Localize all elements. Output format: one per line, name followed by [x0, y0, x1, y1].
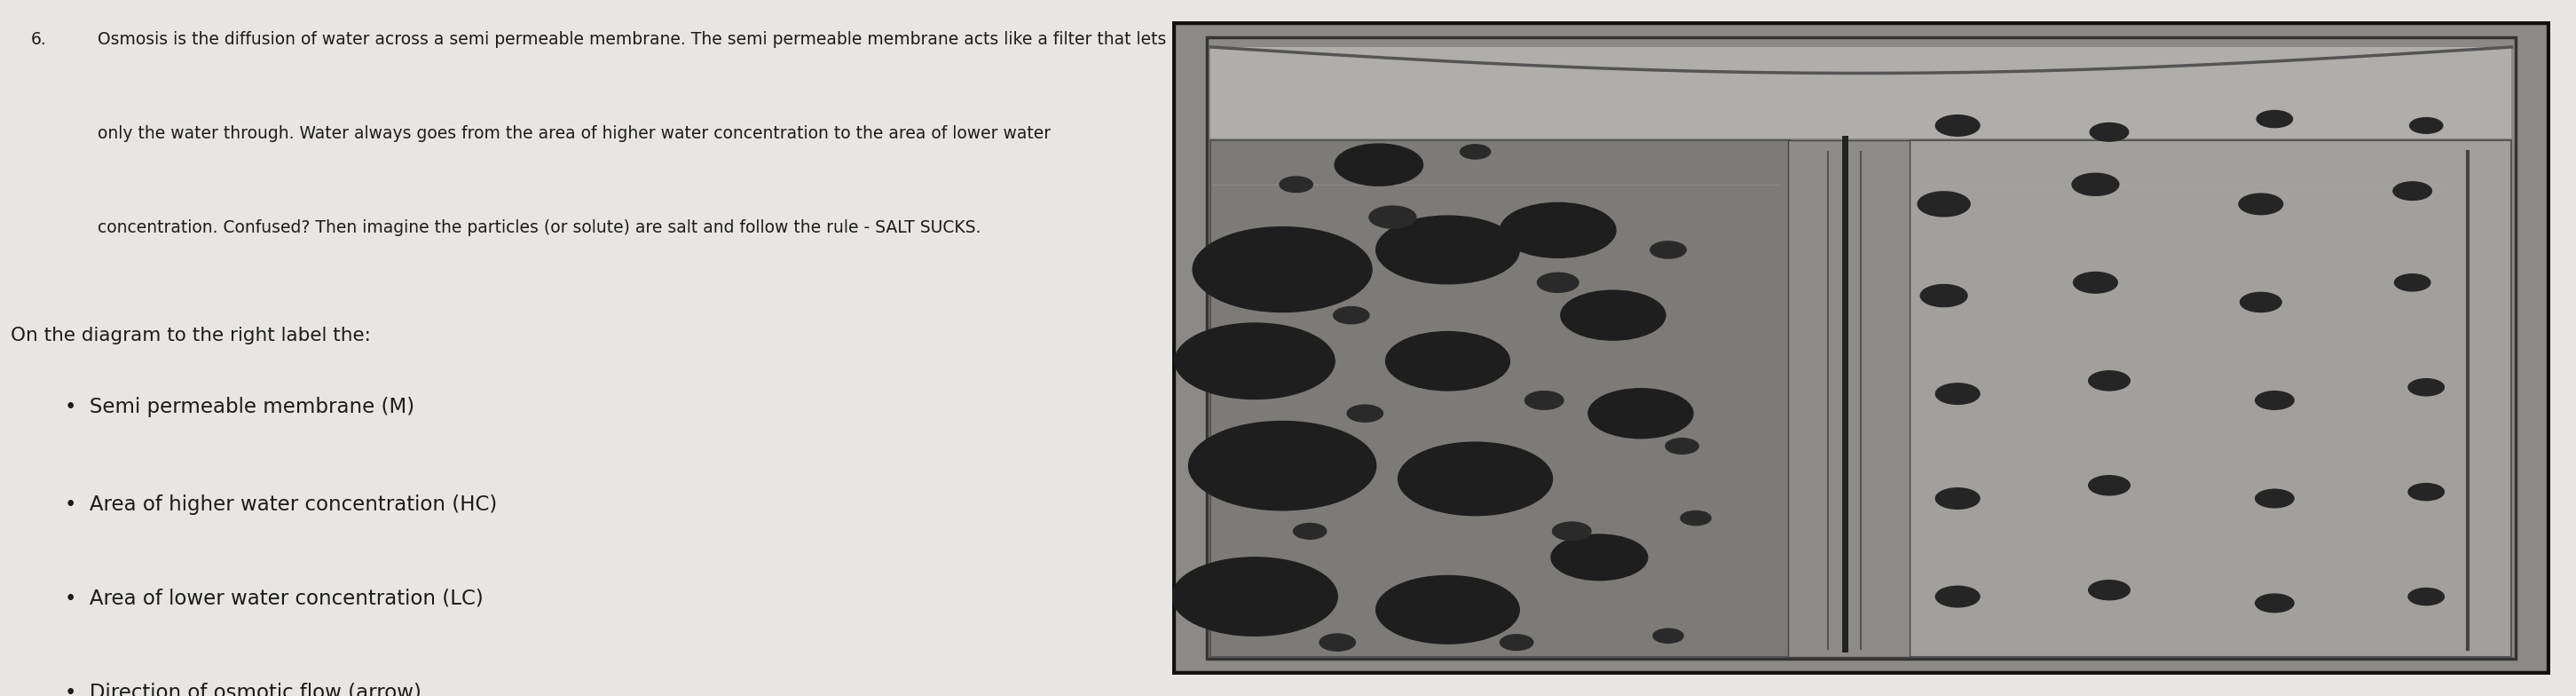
Circle shape — [1917, 191, 1971, 216]
Circle shape — [2409, 379, 2445, 396]
Circle shape — [2393, 182, 2432, 200]
Circle shape — [1461, 145, 1492, 159]
Circle shape — [2074, 272, 2117, 293]
Circle shape — [2239, 193, 2282, 214]
Circle shape — [1370, 206, 1417, 228]
Circle shape — [1334, 307, 1370, 324]
Circle shape — [2257, 111, 2293, 127]
Circle shape — [2409, 118, 2442, 134]
Circle shape — [1499, 635, 1533, 650]
Circle shape — [2241, 292, 2282, 312]
Circle shape — [1193, 227, 1373, 312]
Circle shape — [1386, 332, 1510, 390]
Circle shape — [2089, 580, 2130, 600]
Circle shape — [1293, 523, 1327, 539]
Circle shape — [1680, 511, 1710, 525]
Text: On the diagram to the right label the:: On the diagram to the right label the: — [10, 327, 371, 345]
Circle shape — [2257, 489, 2293, 507]
Bar — [1909, 140, 2512, 657]
Circle shape — [1935, 586, 1981, 607]
Circle shape — [2409, 588, 2445, 605]
Circle shape — [1319, 634, 1355, 651]
Circle shape — [2089, 475, 2130, 496]
Text: •  Direction of osmotic flow (arrow): • Direction of osmotic flow (arrow) — [64, 682, 420, 696]
Circle shape — [1551, 535, 1649, 580]
Text: only the water through. Water always goes from the area of higher water concentr: only the water through. Water always goe… — [98, 125, 1051, 142]
Circle shape — [1399, 442, 1553, 516]
Circle shape — [1376, 576, 1520, 644]
Text: Osmosis is the diffusion of water across a semi permeable membrane. The semi per: Osmosis is the diffusion of water across… — [98, 31, 1167, 48]
Circle shape — [1935, 383, 1981, 404]
Circle shape — [1553, 522, 1592, 540]
Text: •  Area of lower water concentration (LC): • Area of lower water concentration (LC) — [64, 588, 484, 608]
Circle shape — [1175, 323, 1334, 399]
Circle shape — [1376, 216, 1520, 284]
Circle shape — [2396, 274, 2429, 291]
Bar — [1211, 47, 2512, 139]
Text: •  Semi permeable membrane (M): • Semi permeable membrane (M) — [64, 397, 415, 417]
Circle shape — [1172, 557, 1337, 636]
Circle shape — [1347, 405, 1383, 422]
Circle shape — [1525, 391, 1564, 409]
Circle shape — [2089, 371, 2130, 390]
Text: concentration. Confused? Then imagine the particles (or solute) are salt and fol: concentration. Confused? Then imagine th… — [98, 219, 981, 236]
Circle shape — [1651, 242, 1687, 258]
Bar — [1211, 140, 1790, 657]
Circle shape — [1667, 438, 1698, 454]
Text: 6.: 6. — [31, 31, 46, 48]
Circle shape — [2257, 391, 2293, 409]
Circle shape — [2089, 123, 2128, 141]
Circle shape — [1188, 421, 1376, 510]
Text: •  Area of higher water concentration (HC): • Area of higher water concentration (HC… — [64, 494, 497, 514]
Circle shape — [1922, 285, 1968, 307]
Circle shape — [1538, 273, 1579, 292]
Circle shape — [1935, 115, 1981, 136]
Circle shape — [1935, 488, 1981, 509]
Circle shape — [1334, 144, 1422, 186]
Bar — [1788, 140, 1909, 657]
Circle shape — [1561, 290, 1667, 340]
Circle shape — [1280, 177, 1314, 192]
Circle shape — [1499, 203, 1615, 258]
Circle shape — [1654, 628, 1682, 643]
Circle shape — [2257, 594, 2293, 612]
Circle shape — [2409, 484, 2445, 500]
Circle shape — [2071, 173, 2120, 196]
Circle shape — [1589, 388, 1692, 438]
